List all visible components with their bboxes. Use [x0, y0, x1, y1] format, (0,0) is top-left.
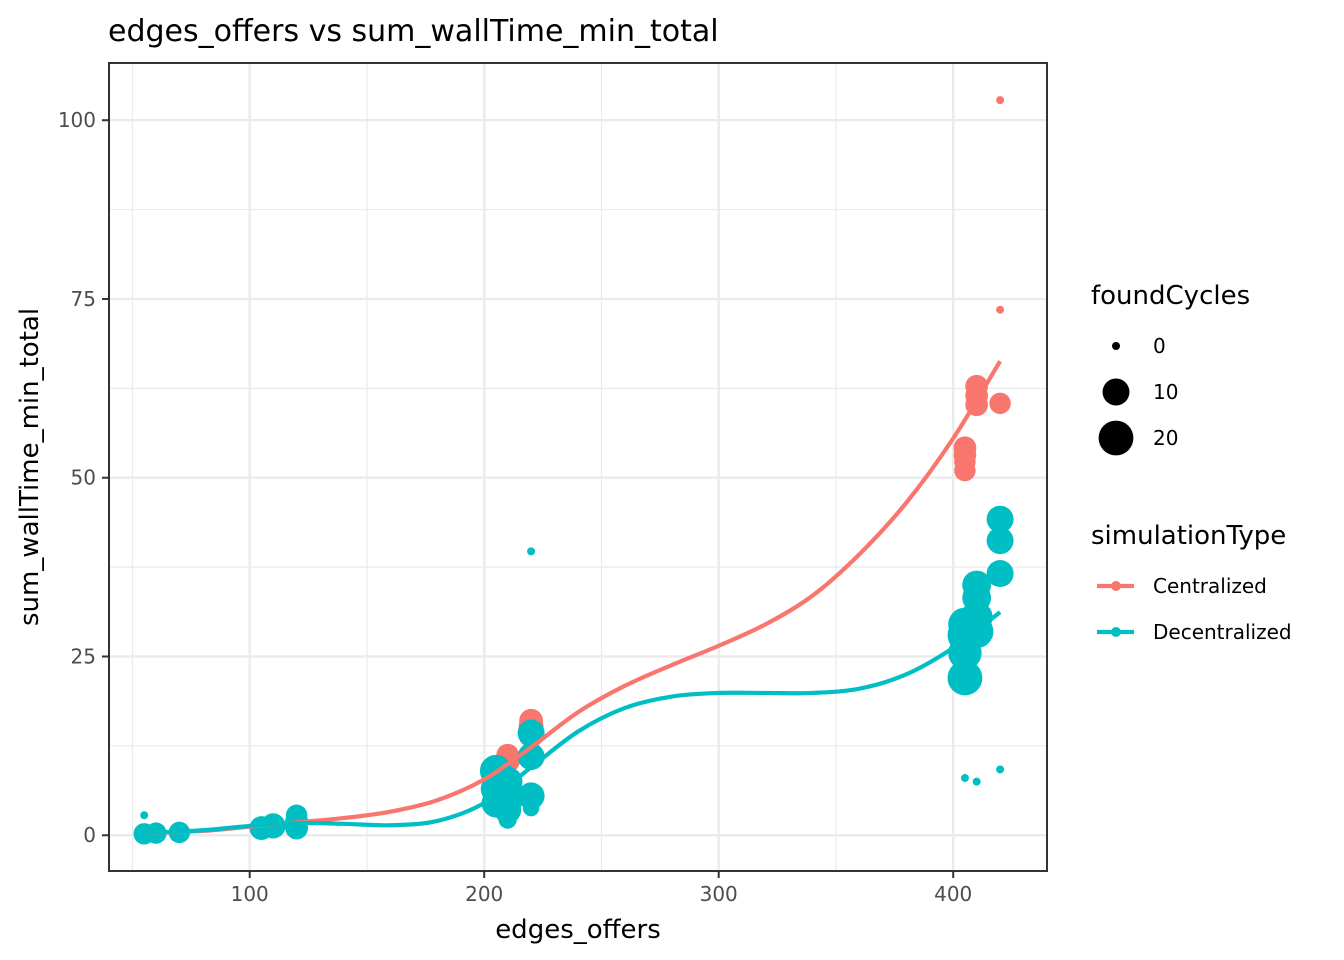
decentralized-point — [522, 799, 540, 817]
centralized-point — [996, 305, 1005, 314]
color-legend: simulationType Centralized Decentralized — [1091, 521, 1292, 644]
decentralized-point — [517, 782, 545, 810]
size-legend-key — [1102, 378, 1130, 406]
decentralized-point — [986, 527, 1014, 555]
decentralized-point — [972, 777, 981, 786]
decentralized-point — [947, 660, 983, 696]
size-legend-title: foundCycles — [1091, 281, 1250, 311]
panel-background — [109, 63, 1047, 871]
decentralized-point — [492, 766, 523, 797]
x-tick-label: 100 — [231, 882, 269, 906]
panel-border — [108, 62, 1048, 872]
y-tick-label: 25 — [71, 644, 96, 668]
decentralized-smooth-line — [144, 610, 1002, 836]
decentralized-point — [498, 810, 517, 829]
centralized-point — [953, 436, 977, 460]
chart-title: edges_offers vs sum_wallTime_min_total — [108, 14, 719, 49]
y-tick-label: 0 — [83, 823, 96, 847]
size-legend-label: 0 — [1153, 334, 1166, 358]
size-legend-label: 10 — [1153, 380, 1178, 404]
decentralized-point — [140, 811, 149, 820]
centralized-point — [996, 96, 1005, 105]
decentralized-point — [986, 505, 1014, 533]
size-legend-key — [1112, 342, 1120, 350]
centralized-point — [989, 392, 1011, 415]
y-tick-label: 75 — [71, 287, 96, 311]
x-tick-label: 200 — [465, 882, 503, 906]
color-legend-dot — [1111, 581, 1121, 591]
y-axis-title: sum_wallTime_min_total — [15, 308, 45, 626]
minor-gridlines — [109, 63, 1047, 871]
decentralized-point — [986, 560, 1014, 588]
color-legend-dot — [1111, 627, 1121, 637]
size-legend: foundCycles 0 10 20 — [1091, 281, 1250, 456]
y-tick-label: 50 — [71, 466, 96, 490]
y-axis: 0 25 50 75 100 — [58, 108, 109, 847]
color-legend-label: Decentralized — [1153, 620, 1292, 644]
color-legend-label: Centralized — [1153, 574, 1267, 598]
x-tick-label: 400 — [934, 882, 972, 906]
color-legend-title: simulationType — [1091, 521, 1286, 551]
x-axis: 100 200 300 400 — [231, 871, 972, 906]
major-gridlines — [109, 63, 1047, 871]
plot-panel — [108, 62, 1048, 872]
decentralized-point — [962, 570, 992, 600]
size-legend-key — [1098, 420, 1134, 456]
y-tick-label: 100 — [58, 108, 96, 132]
size-legend-label: 20 — [1153, 426, 1178, 450]
smooth-lines-layer — [144, 360, 1002, 836]
decentralized-point — [960, 774, 969, 783]
x-axis-title: edges_offers — [495, 915, 661, 945]
x-tick-label: 300 — [700, 882, 738, 906]
decentralized-point — [527, 547, 536, 556]
decentralized-point — [996, 765, 1005, 774]
